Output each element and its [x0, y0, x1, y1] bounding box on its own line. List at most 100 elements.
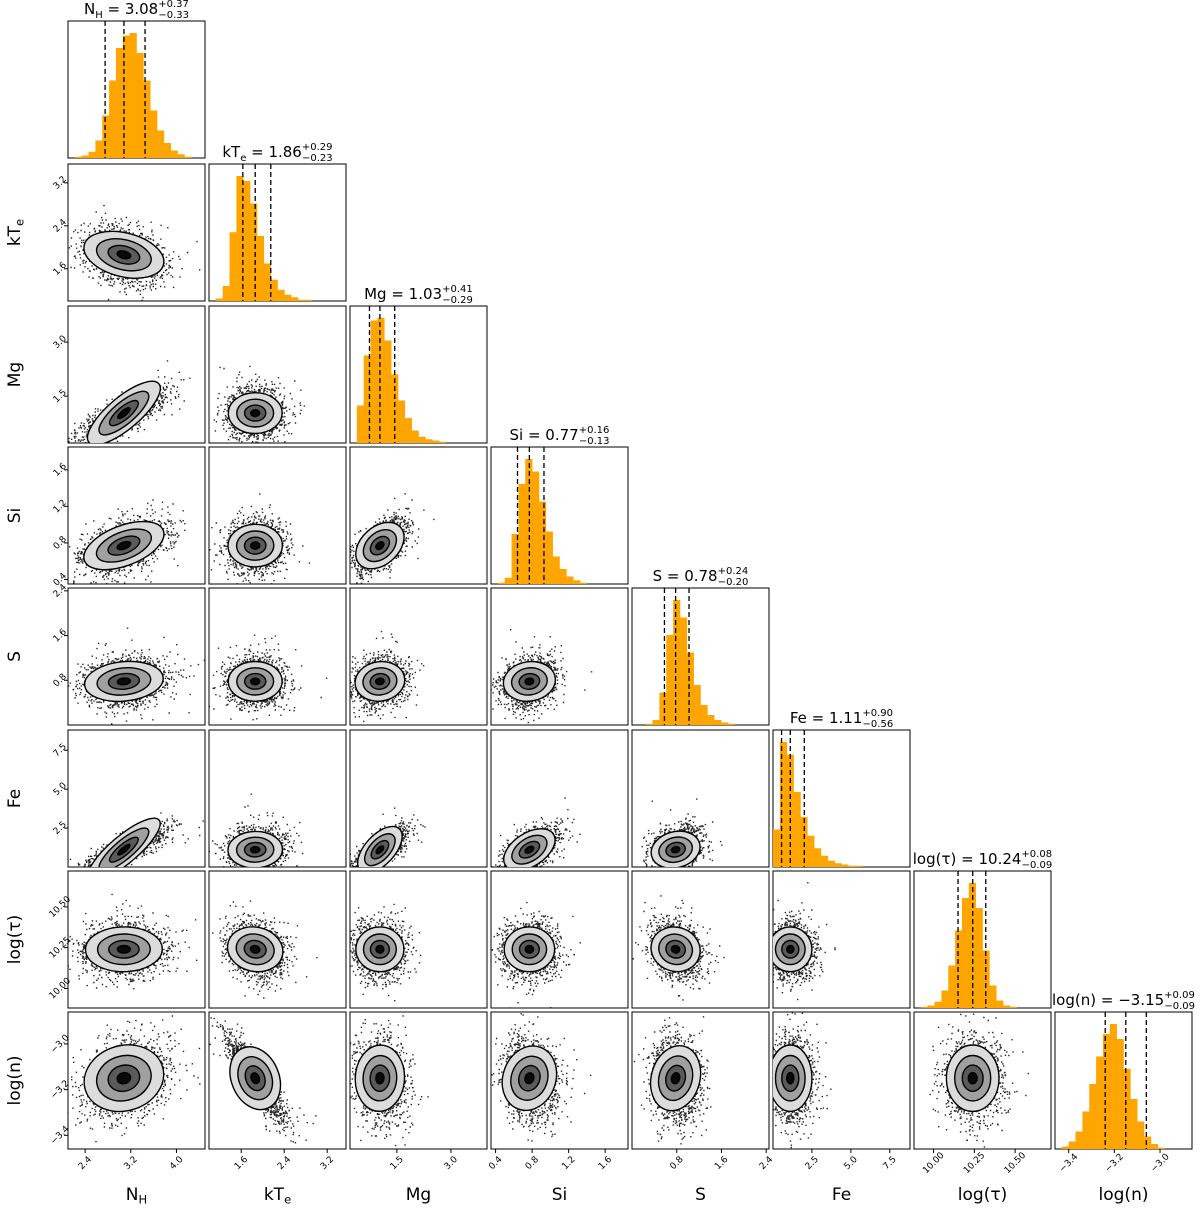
histogram-bar — [277, 289, 285, 301]
contour-level — [670, 944, 681, 954]
histogram-bar — [170, 150, 178, 158]
histogram-bar — [707, 715, 715, 725]
panel-logtau-vs-kte — [208, 870, 347, 1009]
histogram-bar — [222, 286, 230, 301]
histogram-bar — [773, 829, 781, 867]
hist-panel-kte: kTe = 1.86+0.29 −0.23 — [208, 142, 347, 302]
histogram-bar — [693, 685, 701, 725]
histogram-bar — [1157, 1147, 1165, 1149]
y-axis-label-s: S — [5, 651, 25, 662]
histogram-bar — [848, 865, 856, 867]
histogram-bar — [1130, 1099, 1138, 1149]
y-tick-label: 1.2 — [52, 498, 69, 515]
y-tick-label: 2.4 — [52, 217, 69, 234]
histogram-bar — [700, 705, 708, 725]
panel-mg-vs-kte — [208, 305, 347, 444]
contour-level — [375, 677, 385, 686]
x-axis-label-mg: Mg — [406, 1185, 431, 1205]
histogram-bar — [948, 965, 956, 1008]
x-tick-label: 3.2 — [319, 1155, 336, 1172]
histogram-bar — [1009, 1006, 1018, 1008]
panel-logn-vs-si: 0.4 0.8 1.2 1.6 — [487, 1011, 629, 1172]
histogram-bar — [679, 617, 688, 725]
histogram-bar — [941, 990, 949, 1008]
histogram-bar — [236, 176, 244, 301]
contour-level — [116, 677, 132, 686]
histogram-bar — [88, 151, 96, 158]
histogram-bar — [384, 340, 392, 443]
x-axis-label-logn: log(n) — [1099, 1185, 1149, 1205]
panel-fe-vs-s — [631, 729, 770, 868]
hist-panel-s: S = 0.78+0.24 −0.20 — [631, 566, 770, 726]
hist-panel-logtau: log(τ) = 10.24+0.08 −0.09 — [913, 849, 1052, 1009]
hist-panel-nh: NH = 3.08+0.37 −0.33 — [67, 0, 206, 159]
histogram-bar — [263, 263, 271, 301]
x-tick-label: 7.5 — [882, 1155, 899, 1172]
histogram-bar — [920, 1006, 928, 1008]
panel-kte-vs-nh: 1.6 2.4 3.2 — [52, 163, 206, 302]
histogram-bar — [1102, 1034, 1111, 1149]
histogram-bar — [177, 154, 185, 158]
histogram-bar — [411, 430, 419, 443]
histogram-bar — [834, 863, 842, 867]
histogram-bar — [996, 1000, 1004, 1008]
contour-level — [250, 1072, 261, 1085]
histogram-bar — [793, 792, 801, 867]
y-axis-label-logn: log(n) — [5, 1056, 25, 1106]
panel-s-vs-mg — [349, 587, 488, 726]
panel-fe-vs-nh: 2.5 5.0 7.5 — [52, 729, 206, 868]
histogram-bar — [163, 143, 172, 158]
histogram-bar — [439, 441, 447, 443]
x-axis-label-s: S — [695, 1185, 706, 1205]
hist-panel-fe: Fe = 1.11+0.90 −0.56 — [772, 708, 911, 868]
histogram-bar — [820, 855, 829, 867]
histogram-bar — [552, 556, 560, 584]
panel-s-vs-kte — [208, 587, 347, 726]
panel-title: S = 0.78+0.24 −0.20 — [653, 566, 749, 588]
histogram-bar — [370, 320, 378, 443]
histogram-bar — [1068, 1141, 1076, 1149]
histogram-bar — [659, 692, 667, 725]
histogram-bar — [102, 115, 110, 158]
x-tick-label: −3.2 — [1103, 1152, 1126, 1175]
histogram-bar — [961, 898, 970, 1008]
histogram-bar — [666, 635, 674, 725]
x-tick-label: 3.2 — [123, 1155, 140, 1172]
panel-fe-vs-mg — [349, 729, 488, 868]
histogram-bar — [1003, 1005, 1011, 1008]
histogram-bar — [109, 80, 117, 158]
panel-title: Fe = 1.11+0.90 −0.56 — [790, 708, 893, 730]
contour-level — [117, 843, 131, 856]
contour-level — [250, 408, 261, 418]
y-tick-label: 2.5 — [52, 820, 69, 837]
panel-logn-vs-logtau: 10.00 10.25 10.50 — [913, 1011, 1052, 1176]
histogram-bar — [538, 501, 547, 584]
x-tick-label: 2.5 — [804, 1155, 821, 1172]
histogram-bar — [497, 582, 505, 584]
contour-level — [786, 944, 795, 954]
x-tick-label: 1.2 — [560, 1155, 577, 1172]
histogram-bar — [1096, 1056, 1104, 1149]
contour-level — [116, 944, 132, 954]
histogram-bar — [1116, 1039, 1124, 1149]
histogram-bar — [827, 860, 835, 867]
histogram-bar — [645, 723, 653, 725]
contour-level — [670, 845, 681, 854]
histogram-bar — [1061, 1146, 1069, 1149]
panel-frame — [208, 446, 347, 585]
histogram-bar — [559, 569, 567, 584]
contour-level — [117, 407, 131, 420]
y-tick-label: 1.6 — [52, 260, 69, 277]
histogram-bar — [136, 53, 144, 158]
histogram-bar — [115, 48, 124, 158]
histogram-bar — [418, 436, 426, 443]
x-tick-label: 1.5 — [389, 1155, 406, 1172]
histogram-bar — [855, 865, 863, 867]
histogram-bar — [975, 908, 983, 1008]
panel-title: Si = 0.77+0.16 −0.13 — [509, 425, 609, 447]
x-tick-label: 5.0 — [843, 1155, 860, 1172]
histogram-bar — [215, 298, 223, 301]
histogram-bar — [432, 440, 440, 443]
